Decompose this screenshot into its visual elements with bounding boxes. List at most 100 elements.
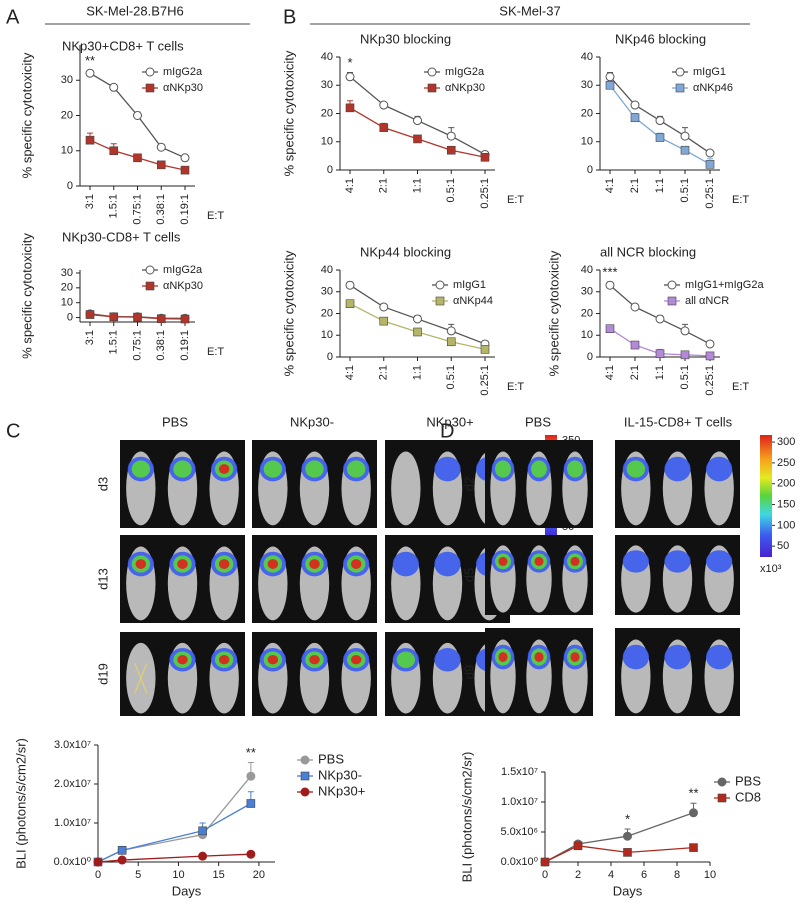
x-tick-label: 10 [172,869,184,881]
y-axis-label: % specific cytotoxicity [546,250,561,376]
y-tick-label: 40 [581,51,593,63]
point [413,327,422,337]
colorbar-label: 150 [777,498,795,510]
y-tick-label: 20 [61,282,73,294]
point [156,160,166,170]
bli-signal [267,655,279,665]
legend-label: mIgG1 [453,279,486,291]
point [85,135,95,145]
x-tick-label: 1:1 [654,365,666,380]
y-tick-label: 20 [581,107,593,119]
y-tick-label: 0 [327,351,333,363]
legend-marker [145,83,155,93]
x-tick-label: 0 [542,869,548,881]
bli-signal [177,559,188,569]
x-tick-label: 0.25:1 [704,365,716,396]
x-tick-label: 1:1 [654,178,666,193]
y-tick-label: 40 [321,264,333,276]
point [198,826,207,836]
legend-marker [675,83,685,93]
point [680,145,690,155]
bli-signal [626,460,646,478]
x-axis-label: E:T [732,381,749,393]
bli-signal [664,550,691,573]
bli-signal [531,460,547,478]
legend-marker [667,280,677,290]
point [117,855,127,865]
point [133,153,142,163]
y-tick-label: 40 [321,51,333,63]
bli-signal [534,652,544,662]
column-header: IL-15-CD8+ T cells [624,414,733,429]
colorbar-label: 100 [777,519,795,531]
y-tick-label: 30 [321,79,333,91]
x-tick-label: 2:1 [629,178,641,193]
point [573,841,583,851]
bli-signal [309,559,320,569]
colorbar-label: 300 [777,436,795,448]
bli-signal [131,460,151,478]
series-line [544,845,694,863]
series-line [349,107,486,158]
bli-signal [434,647,461,672]
x-tick-label: 0.75:1 [131,194,143,225]
point [246,799,256,808]
x-tick-label: 4:1 [604,178,616,193]
legend-label: αNKp30 [445,82,485,94]
dead-mark [134,662,148,694]
x-tick-label: 15 [213,869,225,881]
point [379,316,389,326]
annotation: ** [246,745,256,760]
x-axis-label: Days [613,883,643,898]
bli-signal [434,456,461,482]
bli-signal [434,551,461,577]
row-label: d3 [95,477,110,491]
point [117,845,127,855]
x-tick-label: 0.38:1 [155,194,167,225]
y-tick-label: 0.0x10⁰ [54,856,92,868]
y-axis-label: BLI (photons/s/cm2/sr) [13,738,28,869]
legend-marker [300,771,310,781]
y-tick-label: 2.0x10⁷ [54,778,91,790]
y-tick-label: 10 [321,329,333,341]
y-tick-label: 0 [67,180,73,192]
annotation: * [625,811,630,826]
series-line [97,853,251,863]
chart-title: NKp30+CD8+ T cells [62,38,184,53]
point [93,857,103,867]
legend-marker [427,67,437,77]
legend-label: PBS [318,751,344,766]
legend-label: PBS [735,773,761,788]
point [605,280,615,290]
legend-label: αNKp30 [163,280,203,292]
x-tick-label: 4:1 [604,365,616,380]
header: SK-Mel-37 [499,3,560,18]
colorbar-unit: x10³ [760,563,782,575]
legend-marker [717,793,727,803]
x-tick-label: 3:1 [84,194,96,209]
legend-marker [300,755,310,765]
bli-signal [350,655,362,665]
bli-signal [570,556,580,566]
x-tick-label: 0.25:1 [704,178,716,209]
panel-label: B [283,6,296,28]
bli-signal [567,460,583,478]
point [540,857,550,867]
point [109,312,119,322]
x-tick-label: 0.19:1 [179,330,191,361]
point [680,350,690,360]
point [85,68,95,78]
x-axis-label: E:T [732,194,749,206]
x-tick-label: 0.25:1 [479,365,491,396]
bli-signal [664,644,691,670]
legend-label: mIgG1 [693,66,726,78]
point [180,314,190,324]
point [345,103,355,113]
y-tick-label: 1.5x10⁷ [501,766,538,778]
legend-marker [145,67,155,77]
mouse [391,451,421,526]
column-header: NKp30- [290,414,334,429]
chart-title: NKp46 blocking [615,31,706,46]
y-tick-label: 30 [581,79,593,91]
